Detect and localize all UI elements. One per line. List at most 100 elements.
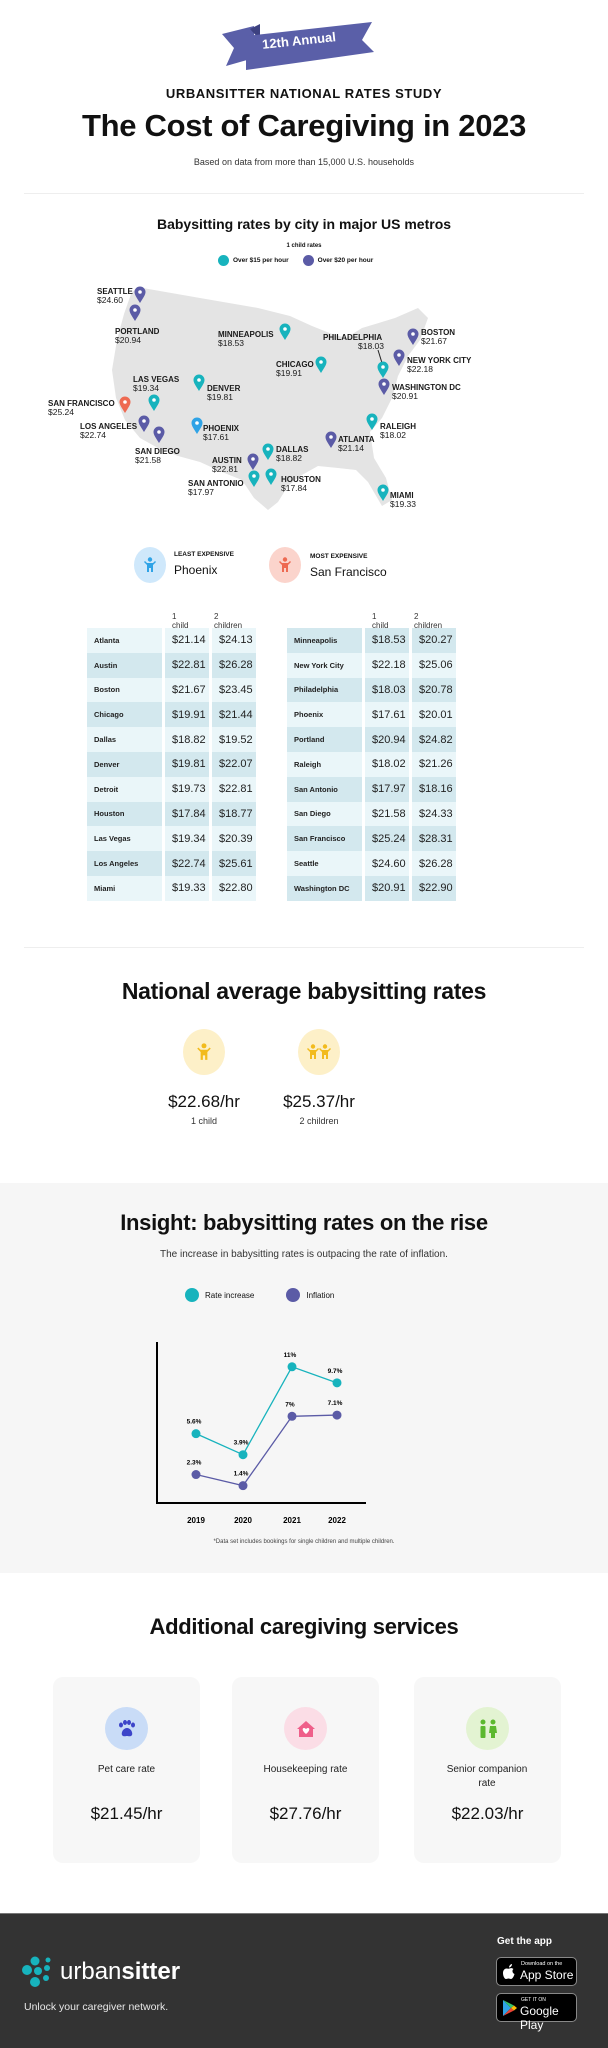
table-row: Austin $22.81 $26.28: [87, 652, 256, 678]
map-city-label: LAS VEGAS $19.34: [133, 375, 179, 393]
map-pin-dot: [123, 400, 127, 404]
services-title: Additional caregiving services: [149, 1614, 459, 1639]
data-point: [238, 1450, 248, 1460]
table-row: Minneapolis $18.53 $20.27: [287, 628, 456, 653]
table-row: Denver $19.81 $22.07: [87, 752, 256, 777]
google-play-icon: [503, 2000, 517, 2016]
one-child-cell: $17.61: [365, 702, 409, 728]
map-city-label: SEATTLE $24.60: [97, 287, 133, 305]
two-children-cell: $22.81: [212, 776, 256, 802]
map-pin-dot: [197, 378, 201, 382]
map-pin-icon[interactable]: [248, 470, 260, 488]
map-pin-icon[interactable]: [265, 468, 277, 485]
city-name: SAN FRANCISCO: [48, 399, 115, 408]
get-app-label: Get the app: [497, 1936, 553, 1947]
map-pin-icon[interactable]: [129, 304, 141, 321]
table-row: San Diego $21.58 $24.33: [287, 801, 456, 827]
map-legend-title: 1 child rates: [286, 243, 322, 249]
urbansitter-logo-icon: [22, 1956, 51, 1987]
apple-icon: [503, 1964, 515, 1979]
one-child-cell: $22.18: [365, 652, 409, 678]
city-cell: Minneapolis: [287, 628, 362, 653]
insight-title: Insight: babysitting rates on the rise: [120, 1210, 488, 1235]
logo-text-light: urban: [60, 1958, 122, 1985]
google-play-button[interactable]: GET IT ON Google Play: [496, 1993, 577, 2032]
city-name: SAN ANTONIO: [188, 479, 244, 488]
map-pin-icon[interactable]: [138, 415, 150, 433]
two-children-cell: $25.06: [412, 652, 456, 678]
map-pin-dot: [266, 447, 270, 451]
map-pin-dot: [370, 417, 374, 421]
map-city-label: SAN DIEGO $21.58: [135, 447, 180, 465]
city-cell: San Diego: [287, 801, 362, 827]
map-pin-icon[interactable]: [148, 394, 160, 412]
map-pin-dot: [381, 488, 385, 492]
map-pin-icon[interactable]: [193, 374, 205, 392]
col-header-2-children: 2 children: [214, 612, 243, 630]
city-name: CHICAGO: [276, 360, 314, 369]
national-2-children-value: $25.37/hr: [283, 1092, 355, 1111]
city-cell: San Francisco: [287, 826, 362, 852]
table-row: Phoenix $17.61 $20.01: [287, 702, 456, 728]
city-cell: Portland: [287, 727, 362, 752]
map-pin-dot: [269, 472, 273, 476]
city-price: $18.53: [218, 338, 244, 348]
child-icon: [144, 557, 156, 572]
map-pin-icon[interactable]: [119, 396, 131, 414]
city-name: ATLANTA: [338, 435, 375, 444]
least-expensive-label: LEAST EXPENSIVE: [174, 551, 234, 558]
map-pin-icon[interactable]: [377, 484, 389, 502]
us-map: [112, 286, 428, 510]
map-pin-icon[interactable]: [393, 349, 405, 367]
map-city-label: PORTLAND $20.94: [115, 327, 159, 345]
map-pin-icon[interactable]: [377, 361, 389, 379]
city-name: BOSTON: [421, 328, 456, 337]
legend-label: Over $20 per hour: [317, 257, 374, 264]
map-pin-icon[interactable]: [325, 431, 337, 449]
city-cell: Philadelphia: [287, 677, 362, 703]
two-children-cell: $25.61: [212, 851, 256, 876]
ribbon-banner: [222, 22, 374, 70]
app-store-button[interactable]: Download on the App Store: [496, 1957, 577, 1986]
city-name: LAS VEGAS: [133, 375, 180, 384]
us-map-land: [112, 287, 428, 510]
one-child-cell: $22.74: [165, 851, 209, 876]
map-pin-dot: [133, 308, 137, 312]
table-row: San Francisco $25.24 $28.31: [287, 826, 456, 852]
map-pin-icon[interactable]: [191, 417, 203, 434]
city-name: LOS ANGELES: [80, 422, 138, 431]
city-cell: Chicago: [87, 702, 162, 728]
data-point: [287, 1411, 297, 1421]
map-pin-icon[interactable]: [247, 453, 259, 470]
service-card-housekeeping: Housekeeping rate $27.76/hr: [232, 1677, 379, 1863]
data-point: [191, 1429, 201, 1439]
one-child-cell: $20.94: [365, 727, 409, 752]
urbansitter-logo[interactable]: urbansitter: [60, 1958, 180, 1986]
city-cell: Los Angeles: [87, 851, 162, 876]
map-pin-icon[interactable]: [366, 413, 378, 430]
two-children-cell: $21.44: [212, 702, 256, 728]
kicker: URBANSITTER NATIONAL RATES STUDY: [165, 86, 443, 101]
city-cell: Las Vegas: [87, 826, 162, 852]
two-children-cell: $24.82: [412, 727, 456, 752]
map-pin-dot: [252, 474, 256, 478]
two-children-cell: $22.07: [212, 752, 256, 777]
map-city-label: RALEIGH $18.02: [380, 422, 416, 440]
map-pin-icon[interactable]: [378, 378, 390, 396]
map-city-label: PHOENIX $17.61: [203, 424, 239, 442]
map-pin-icon[interactable]: [279, 323, 291, 341]
map-pin-icon[interactable]: [315, 356, 327, 374]
one-child-cell: $18.82: [165, 727, 209, 752]
city-price: $17.97: [188, 487, 214, 497]
map-pin-icon[interactable]: [262, 443, 274, 460]
map-pin-icon[interactable]: [407, 328, 419, 345]
city-name: NEW YORK CITY: [407, 356, 472, 365]
city-price: $22.81: [212, 464, 238, 474]
map-pin-icon[interactable]: [153, 426, 165, 444]
national-title: National average babysitting rates: [121, 978, 487, 1004]
data-label: 1.4%: [234, 1471, 249, 1478]
table-row: Chicago $19.91 $21.44: [87, 702, 256, 728]
most-expensive-city: San Francisco: [310, 565, 387, 579]
service-label: Senior companion rate: [446, 1764, 528, 1789]
map-pin-icon[interactable]: [134, 286, 146, 304]
